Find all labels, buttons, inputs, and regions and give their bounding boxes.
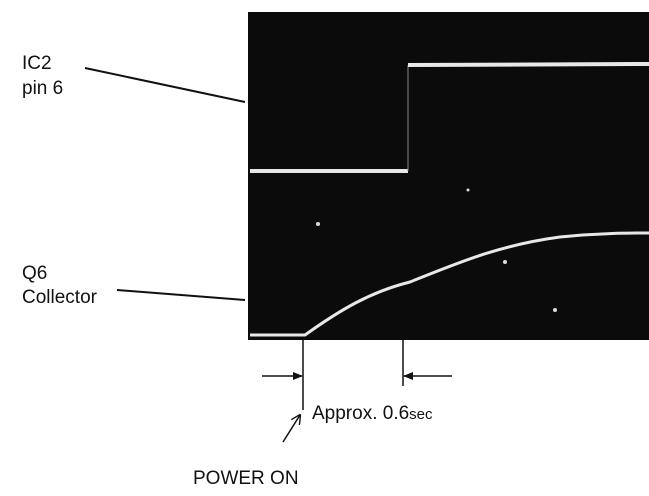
scope-dot (503, 260, 507, 264)
signal-name: IC2 (22, 53, 52, 74)
event-label: POWER ON (193, 468, 299, 489)
leader-line (85, 68, 245, 102)
signal-detail: pin 6 (22, 78, 63, 99)
signal-name: Q6 (22, 263, 47, 284)
annotation-text: Approx. 0.6 (312, 403, 409, 424)
signal-detail: Collector (22, 287, 98, 308)
ic2-trace-high (408, 64, 649, 65)
annotation: Approx. 0.6sec (312, 403, 433, 424)
arrow (283, 415, 300, 442)
annotation-unit: sec (409, 406, 433, 423)
scope-dot (316, 222, 320, 226)
scope-dot (553, 308, 557, 312)
figure: IC2 pin 6 Q6 Collector Approx. 0.6sec PO… (0, 0, 649, 491)
leader-line (117, 290, 245, 300)
scope-dot (467, 189, 470, 192)
scope-screen (248, 12, 649, 340)
